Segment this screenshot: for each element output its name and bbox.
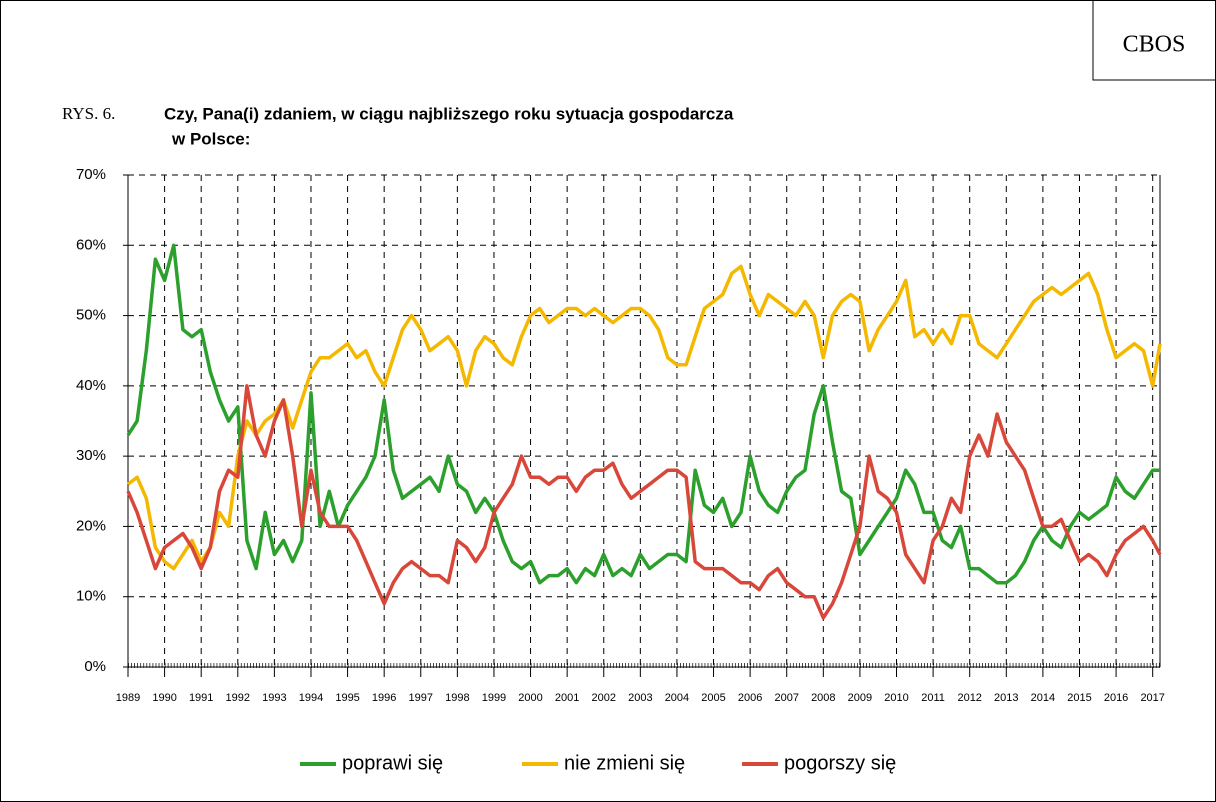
x-tick-label: 2001 xyxy=(555,692,579,704)
badge: CBOS xyxy=(1123,32,1186,58)
y-tick-label: 30% xyxy=(76,447,106,464)
series-line xyxy=(126,264,1162,571)
minor-ticks xyxy=(128,663,1160,668)
legend-label: nie zmieni się xyxy=(564,752,685,774)
x-tick-label: 2008 xyxy=(811,692,835,704)
y-tick-label: 10% xyxy=(76,588,106,605)
x-tick-label: 2000 xyxy=(518,692,542,704)
x-tick-label: 1996 xyxy=(372,692,396,704)
chart-title: Czy, Pana(i) zdaniem, w ciągu najbliższe… xyxy=(164,104,734,123)
x-tick-label: 2003 xyxy=(628,692,652,704)
x-tick-label: 1999 xyxy=(482,692,506,704)
figure-label: RYS. 6. xyxy=(62,104,115,123)
x-tick-label: 1994 xyxy=(299,692,323,704)
y-tick-label: 70% xyxy=(76,166,106,183)
legend-label: pogorszy się xyxy=(784,752,896,774)
x-tick-label: 1989 xyxy=(116,692,140,704)
y-tick-label: 0% xyxy=(84,658,106,675)
x-tick-label: 2013 xyxy=(994,692,1018,704)
x-tick-label: 2007 xyxy=(774,692,798,704)
y-tick-label: 40% xyxy=(76,377,106,394)
x-tick-label: 1995 xyxy=(335,692,359,704)
x-tick-label: 1993 xyxy=(262,692,286,704)
x-tick-label: 2010 xyxy=(884,692,908,704)
x-tick-label: 2014 xyxy=(1031,692,1055,704)
x-tick-label: 2016 xyxy=(1104,692,1128,704)
y-tick-label: 60% xyxy=(76,236,106,253)
series-line xyxy=(126,384,1162,620)
legend-label: poprawi się xyxy=(342,752,443,774)
x-tick-label: 1991 xyxy=(189,692,213,704)
x-tick-label: 2005 xyxy=(701,692,725,704)
x-tick-label: 2017 xyxy=(1140,692,1164,704)
chart-title: w Polsce: xyxy=(171,129,250,148)
x-tick-label: 2012 xyxy=(957,692,981,704)
x-tick-label: 2006 xyxy=(738,692,762,704)
x-tick-label: 1998 xyxy=(445,692,469,704)
x-tick-label: 2002 xyxy=(592,692,616,704)
series-line xyxy=(126,243,1160,585)
x-tick-label: 2015 xyxy=(1067,692,1091,704)
y-tick-label: 50% xyxy=(76,307,106,324)
x-tick-label: 2009 xyxy=(848,692,872,704)
x-tick-label: 1997 xyxy=(409,692,433,704)
x-tick-label: 1990 xyxy=(152,692,176,704)
y-tick-label: 20% xyxy=(76,517,106,534)
badge-box xyxy=(1092,0,1216,81)
x-tick-label: 2004 xyxy=(665,692,689,704)
x-tick-label: 2011 xyxy=(921,692,945,704)
x-tick-label: 1992 xyxy=(226,692,250,704)
